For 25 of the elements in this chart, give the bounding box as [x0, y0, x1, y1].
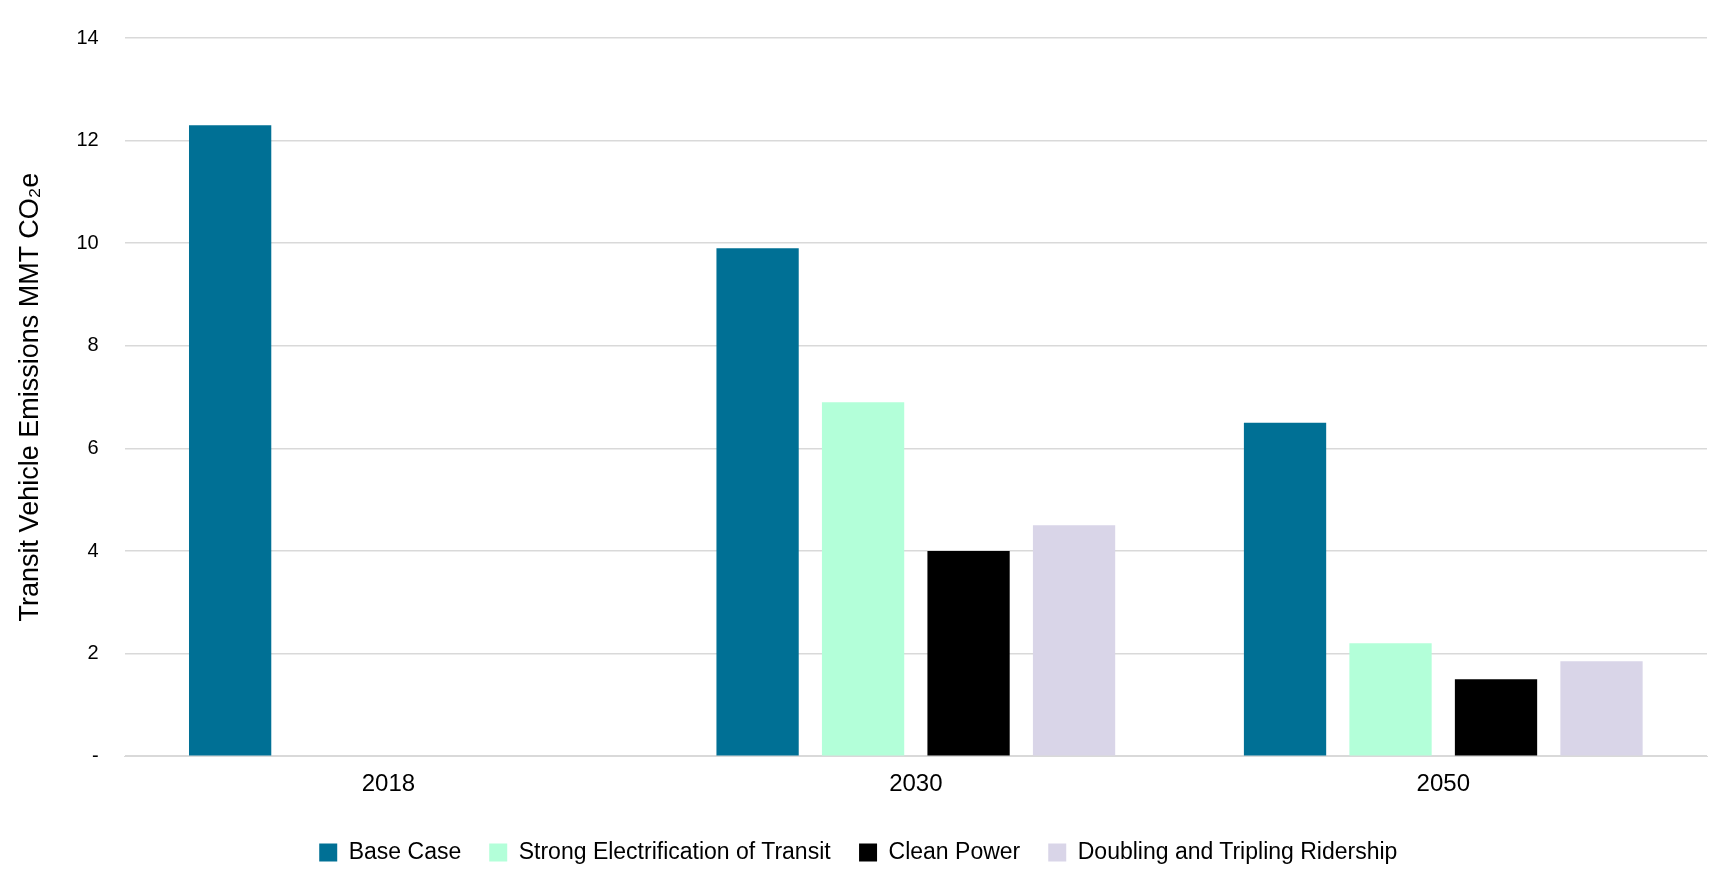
bar	[716, 248, 799, 756]
y-tick-label: 2	[87, 641, 99, 664]
y-axis-title: Transit Vehicle Emissions MMT CO₂e	[13, 172, 44, 622]
y-tick-label: 12	[76, 128, 99, 151]
x-tick-label: 2030	[889, 769, 943, 797]
bar	[1032, 525, 1116, 756]
bar	[189, 125, 272, 756]
legend-label: Base Case	[348, 837, 462, 864]
bar	[1560, 661, 1643, 756]
y-tick-label: 14	[76, 25, 99, 48]
x-tick-label: 2050	[1416, 769, 1470, 797]
y-tick-label: 6	[87, 435, 99, 458]
legend-label: Strong Electrification of Transit	[518, 837, 832, 864]
y-tick-label: 10	[76, 230, 99, 253]
y-tick-label: 8	[87, 333, 99, 356]
legend-label: Clean Power	[888, 837, 1021, 864]
legend-label: Doubling and Tripling Ridership	[1077, 837, 1398, 864]
x-tick-label: 2018	[361, 769, 416, 797]
y-tick-label: -	[91, 743, 99, 766]
bar	[927, 551, 1010, 756]
bar	[1454, 679, 1538, 756]
bar	[1349, 643, 1432, 756]
bar	[821, 402, 905, 756]
y-tick-label: 4	[87, 538, 99, 561]
bar	[1243, 422, 1327, 756]
